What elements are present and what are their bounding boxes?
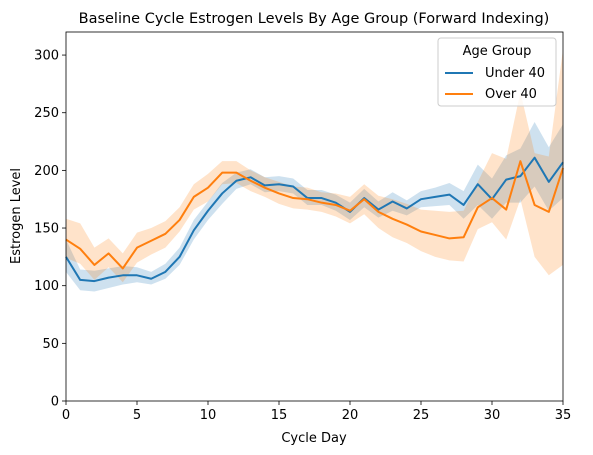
x-tick-label: 30 (484, 408, 501, 423)
band-under-40 (66, 121, 563, 292)
plot-frame (65, 31, 564, 402)
line-over-40 (65, 160, 564, 270)
x-axis-label: Cycle Day (281, 431, 347, 446)
x-axis-ticks: 0 5 10 15 20 25 30 35 (62, 401, 571, 423)
x-tick-label: 5 (133, 408, 141, 423)
y-axis-label: Estrogen Level (9, 168, 24, 264)
y-axis-ticks: 0 50 100 150 200 250 300 (34, 49, 66, 410)
y-tick-label: 100 (34, 279, 59, 294)
y-tick-label: 0 (51, 395, 59, 410)
x-tick-label: 35 (555, 408, 572, 423)
x-tick-label: 15 (271, 408, 288, 423)
y-tick-label: 250 (34, 106, 59, 121)
legend-label-under-40: Under 40 (485, 66, 545, 81)
legend-title: Age Group (463, 44, 532, 59)
y-tick-label: 150 (34, 222, 59, 237)
legend: Age Group Under 40 Over 40 (437, 37, 557, 107)
confidence-bands (66, 49, 563, 292)
y-tick-label: 300 (34, 49, 59, 64)
x-tick-label: 0 (62, 408, 70, 423)
band-over-40 (66, 49, 563, 283)
x-tick-label: 25 (413, 408, 430, 423)
chart-title: Baseline Cycle Estrogen Levels By Age Gr… (79, 11, 550, 27)
x-tick-label: 20 (342, 408, 359, 423)
x-tick-label: 10 (200, 408, 217, 423)
line-under-40 (65, 156, 564, 283)
legend-box (437, 37, 557, 107)
legend-label-over-40: Over 40 (485, 87, 537, 102)
y-tick-label: 50 (42, 337, 59, 352)
y-tick-label: 200 (34, 164, 59, 179)
series-lines (65, 156, 564, 283)
